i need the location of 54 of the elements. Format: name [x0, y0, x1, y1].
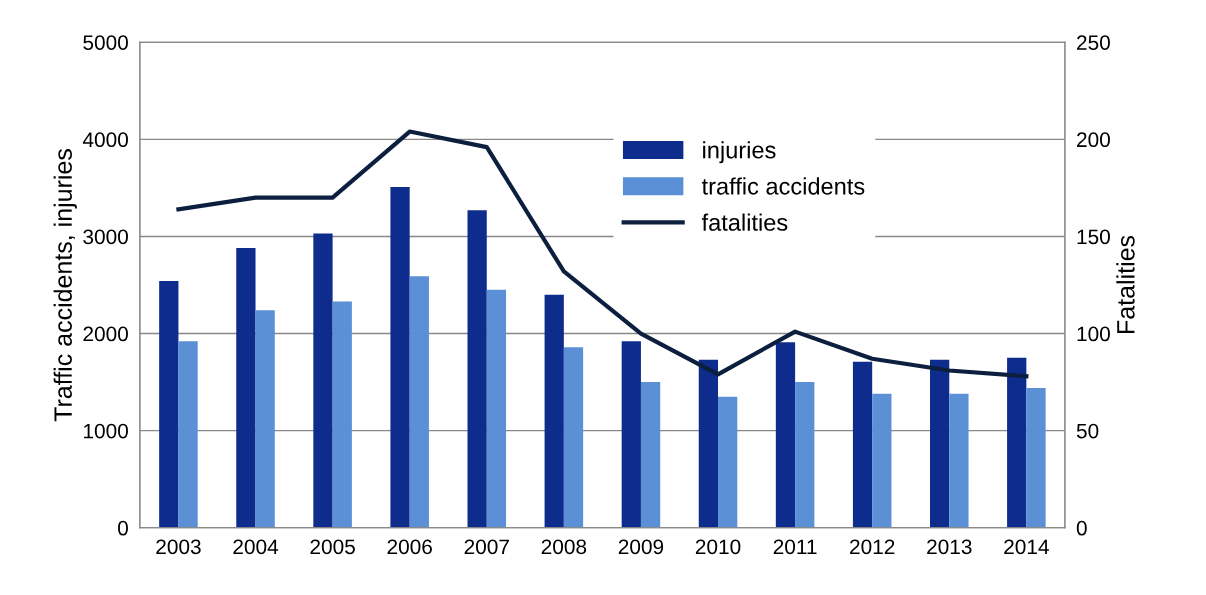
y2-tick-label: 250 [1077, 35, 1110, 50]
x-tick-label: 2012 [850, 539, 895, 555]
bar [390, 186, 410, 528]
y-axis-title: Traffic accidents, injuries [53, 149, 77, 422]
line-series [176, 129, 1029, 379]
bar [467, 210, 487, 528]
x-tick-label: 2013 [927, 539, 972, 555]
legend-label: fatalities [701, 213, 788, 231]
bar [930, 359, 950, 528]
bar [486, 289, 507, 528]
bar [640, 382, 661, 528]
x-tick-label: 2003 [156, 539, 201, 555]
y-tick-label: 5000 [83, 35, 128, 50]
bar [775, 342, 796, 528]
y-tick-label: 0 [118, 520, 128, 536]
bar [544, 294, 564, 528]
y2-tick-label: 50 [1076, 423, 1099, 439]
bar [949, 393, 969, 528]
bar [563, 347, 584, 528]
x-tick-label: 2009 [618, 539, 664, 555]
bar [1007, 357, 1027, 528]
x-tick-label: 2007 [464, 539, 509, 555]
legend-label: traffic accidents [701, 177, 865, 195]
y-tick-label: 3000 [83, 229, 128, 245]
y-tick-label: 4000 [82, 132, 128, 148]
bar [178, 341, 198, 528]
y-tick-label: 1000 [84, 423, 128, 439]
bar [236, 248, 256, 528]
x-tick-label: 2005 [310, 539, 355, 555]
y2-tick-label: 150 [1077, 229, 1110, 245]
bar [313, 233, 333, 528]
bar [698, 359, 719, 528]
bar [1026, 387, 1046, 528]
bar [255, 310, 275, 528]
x-tick-label: 2008 [541, 539, 587, 555]
bar [872, 393, 892, 528]
y2-tick-label: 200 [1077, 132, 1110, 148]
x-tick-label: 2006 [387, 539, 432, 555]
x-tick-label: 2010 [695, 539, 741, 555]
bar [159, 281, 179, 528]
bar [332, 301, 352, 528]
legend-label: injuries [703, 141, 776, 164]
x-tick-label: 2004 [233, 539, 279, 555]
bar [852, 361, 873, 528]
x-tick-label: 2011 [773, 539, 817, 555]
y2-axis-title: Fatalities [1116, 235, 1135, 333]
bar [409, 276, 429, 528]
bar [795, 382, 815, 528]
y-tick-label: 2000 [83, 326, 128, 342]
y2-tick-label: 100 [1077, 326, 1110, 342]
bar [621, 341, 641, 528]
bar [718, 396, 738, 528]
y2-tick-label: 0 [1076, 520, 1087, 536]
x-tick-label: 2014 [1004, 539, 1049, 555]
